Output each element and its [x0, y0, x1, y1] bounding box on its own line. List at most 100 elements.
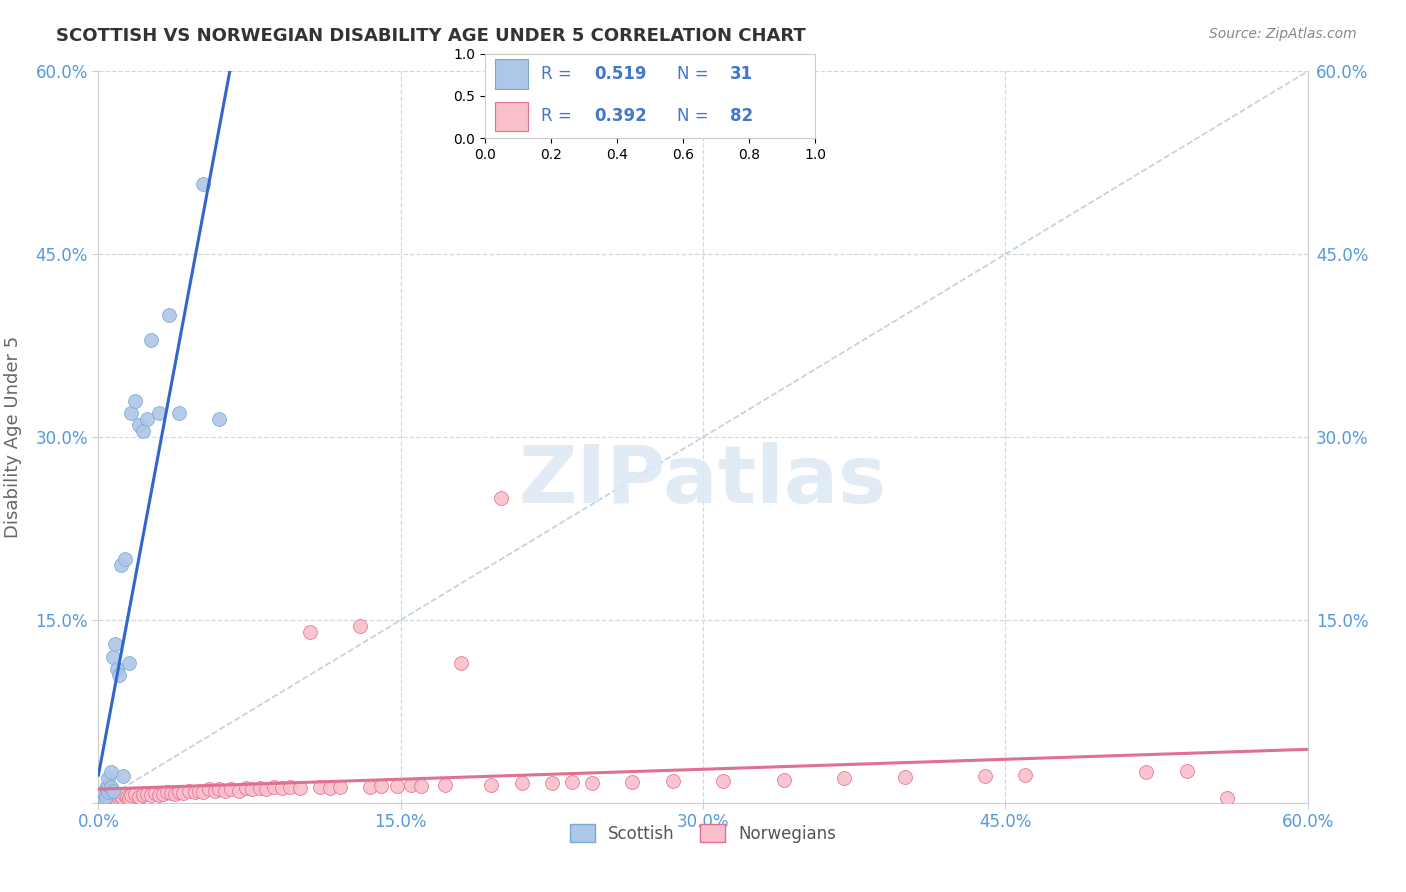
Point	[204, 783, 226, 797]
Point	[360, 780, 382, 794]
Point	[772, 772, 794, 787]
Point	[1216, 791, 1239, 805]
Point	[1014, 768, 1036, 782]
Text: N =: N =	[676, 65, 714, 83]
Point	[101, 795, 124, 809]
Point	[139, 789, 162, 803]
Point	[661, 773, 683, 788]
Point	[208, 412, 231, 426]
Text: N =: N =	[676, 107, 714, 125]
Point	[309, 780, 332, 794]
Point	[249, 781, 271, 796]
Point	[135, 412, 157, 426]
Point	[91, 792, 114, 806]
Text: SCOTTISH VS NORWEGIAN DISABILITY AGE UNDER 5 CORRELATION CHART: SCOTTISH VS NORWEGIAN DISABILITY AGE UND…	[56, 27, 806, 45]
Point	[540, 776, 562, 790]
Point	[409, 779, 432, 793]
Point	[160, 786, 183, 800]
Point	[135, 787, 157, 801]
Point	[221, 782, 243, 797]
Point	[329, 780, 352, 794]
Point	[240, 782, 263, 797]
Text: 82: 82	[730, 107, 752, 125]
Point	[561, 775, 583, 789]
Point	[319, 781, 342, 796]
Text: 0.519: 0.519	[595, 65, 647, 83]
Point	[349, 619, 371, 633]
Point	[893, 770, 915, 784]
Point	[235, 781, 257, 796]
Point	[132, 424, 155, 438]
Point	[152, 787, 174, 801]
Point	[481, 778, 503, 792]
Point	[110, 558, 132, 573]
Point	[96, 781, 118, 796]
Point	[193, 785, 215, 799]
Point	[179, 783, 201, 797]
Point	[97, 795, 120, 809]
Point	[107, 667, 129, 681]
Text: R =: R =	[541, 65, 578, 83]
Point	[128, 417, 150, 432]
Point	[100, 765, 122, 780]
Point	[103, 792, 125, 806]
Point	[100, 791, 122, 805]
Point	[91, 795, 114, 809]
Point	[96, 795, 118, 809]
Point	[132, 789, 155, 803]
Point	[89, 795, 111, 809]
Point	[103, 789, 125, 804]
Point	[89, 793, 111, 807]
Y-axis label: Disability Age Under 5: Disability Age Under 5	[4, 336, 21, 538]
Point	[118, 656, 141, 670]
Point	[124, 787, 146, 801]
Point	[156, 785, 179, 799]
Text: 0.392: 0.392	[595, 107, 647, 125]
Legend: Scottish, Norwegians: Scottish, Norwegians	[564, 818, 842, 849]
Point	[101, 783, 124, 797]
Point	[188, 783, 211, 797]
Point	[184, 785, 207, 799]
Point	[228, 783, 250, 797]
Point	[278, 780, 301, 794]
Point	[107, 791, 129, 805]
Point	[114, 552, 136, 566]
Point	[163, 787, 186, 801]
Point	[93, 791, 115, 805]
Point	[110, 789, 132, 804]
Point	[97, 778, 120, 792]
Point	[370, 779, 392, 793]
Point	[263, 780, 285, 794]
Point	[621, 775, 644, 789]
Point	[100, 780, 122, 794]
Point	[111, 791, 134, 805]
Point	[510, 776, 533, 790]
Point	[167, 785, 190, 799]
Point	[198, 782, 221, 797]
Point	[288, 781, 311, 796]
Point	[120, 406, 142, 420]
Point	[270, 781, 292, 796]
Point	[115, 789, 138, 804]
FancyBboxPatch shape	[495, 60, 529, 89]
Point	[120, 789, 142, 803]
Point	[96, 789, 118, 804]
Point	[491, 491, 513, 505]
Point	[101, 649, 124, 664]
Point	[208, 782, 231, 797]
Point	[128, 789, 150, 804]
Text: Source: ZipAtlas.com: Source: ZipAtlas.com	[1209, 27, 1357, 41]
Point	[97, 792, 120, 806]
Point	[100, 793, 122, 807]
Point	[172, 786, 194, 800]
FancyBboxPatch shape	[495, 102, 529, 131]
Point	[105, 662, 128, 676]
Point	[581, 776, 603, 790]
Point	[385, 779, 408, 793]
Point	[214, 783, 236, 797]
Point	[91, 793, 114, 807]
Point	[974, 769, 997, 783]
Point	[399, 778, 422, 792]
Point	[299, 625, 322, 640]
Point	[1135, 765, 1157, 780]
